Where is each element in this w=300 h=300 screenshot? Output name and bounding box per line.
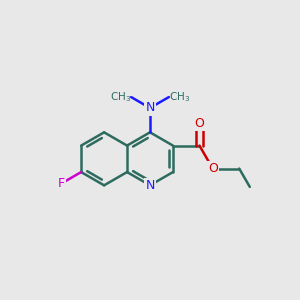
Text: CH$_3$: CH$_3$ (169, 90, 190, 104)
Text: O: O (194, 117, 204, 130)
Text: CH$_3$: CH$_3$ (110, 90, 131, 104)
Text: N: N (145, 179, 155, 192)
Text: F: F (58, 177, 65, 190)
Text: N: N (145, 101, 155, 115)
Text: O: O (208, 162, 218, 175)
